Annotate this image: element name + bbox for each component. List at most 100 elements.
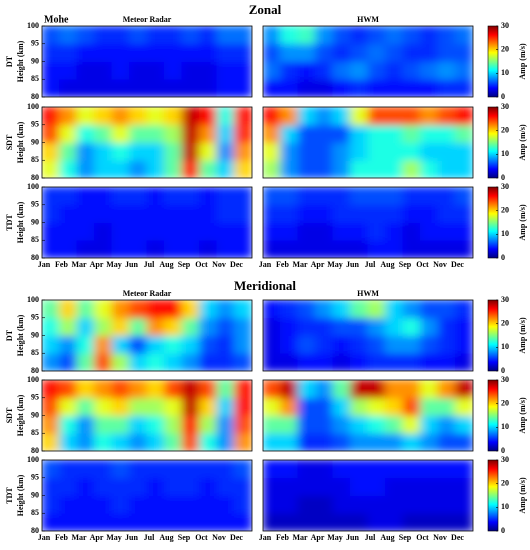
heat-cell xyxy=(181,61,200,80)
heat-cell xyxy=(367,61,386,80)
heat-cell xyxy=(420,61,439,80)
heat-cell xyxy=(216,352,235,371)
heat-cell xyxy=(181,222,200,241)
heat-cell xyxy=(234,61,252,80)
heat-cell xyxy=(129,78,148,97)
heat-cell xyxy=(332,43,351,62)
heat-cell xyxy=(455,239,473,258)
heat-cell xyxy=(76,495,95,514)
x-tick-label: Dec xyxy=(230,533,243,542)
colorbar-tick-label: 30 xyxy=(501,102,509,111)
heat-cell xyxy=(129,187,148,206)
x-tick-label: May xyxy=(327,260,343,269)
heat-cell xyxy=(216,397,235,416)
heat-cell xyxy=(420,239,439,258)
heat-cell xyxy=(420,380,439,399)
heat-cell xyxy=(216,159,235,178)
heatmap-cells xyxy=(263,300,473,371)
heat-cell xyxy=(59,124,78,143)
heat-cell xyxy=(280,204,299,223)
x-tick-label: Apr xyxy=(311,533,325,542)
heat-cell xyxy=(164,495,183,514)
row-label: TDT xyxy=(5,214,14,231)
heat-cell xyxy=(315,142,334,161)
heat-cell xyxy=(234,300,252,319)
heat-cell xyxy=(94,352,113,371)
heat-cell xyxy=(315,239,334,258)
heat-cell xyxy=(420,397,439,416)
heat-cell xyxy=(385,78,404,97)
heat-cell xyxy=(332,239,351,258)
heat-cell xyxy=(437,317,456,336)
heat-cell xyxy=(146,222,165,241)
heat-cell xyxy=(199,222,218,241)
y-tick-label: 80 xyxy=(31,173,39,182)
heat-cell xyxy=(297,352,316,371)
row-label: SDT xyxy=(5,407,14,423)
heat-cell xyxy=(402,300,421,319)
heat-cell xyxy=(59,380,78,399)
heat-cell xyxy=(216,460,235,479)
heat-cell xyxy=(199,380,218,399)
heat-cell xyxy=(263,512,281,531)
y-tick-label: 90 xyxy=(31,137,39,146)
heat-cell xyxy=(297,78,316,97)
heat-cell xyxy=(455,124,473,143)
colorbar xyxy=(487,25,499,98)
x-tick-label: Mar xyxy=(71,260,87,269)
heat-cell xyxy=(111,380,130,399)
colorbar-tick-label: 30 xyxy=(501,375,509,384)
colorbar-tick-label: 20 xyxy=(501,478,509,487)
heat-cell xyxy=(455,222,473,241)
heat-cell xyxy=(111,239,130,258)
heat-cell xyxy=(350,380,369,399)
row-label: DT xyxy=(5,55,14,67)
heat-cell xyxy=(199,352,218,371)
heat-cell xyxy=(146,317,165,336)
heat-cell xyxy=(350,300,369,319)
heat-cell xyxy=(437,477,456,496)
x-tick-label: Aug xyxy=(159,533,173,542)
heat-cell xyxy=(420,415,439,434)
colorbar-tick-label: 0 xyxy=(501,92,505,101)
heat-cell xyxy=(332,380,351,399)
heat-cell xyxy=(367,43,386,62)
colorbar xyxy=(487,186,499,259)
colorbar-tick-label: 20 xyxy=(501,205,509,214)
heat-cell xyxy=(455,187,473,206)
heat-cell xyxy=(385,124,404,143)
heat-cell xyxy=(42,222,60,241)
heat-cell xyxy=(129,26,148,45)
heat-cell xyxy=(234,380,252,399)
heat-cell xyxy=(146,495,165,514)
heat-cell xyxy=(199,432,218,451)
heat-cell xyxy=(146,124,165,143)
x-tick-label: Oct xyxy=(195,260,208,269)
heat-cell xyxy=(315,432,334,451)
heat-cell xyxy=(164,222,183,241)
heat-cell xyxy=(129,335,148,354)
y-tick-label: 85 xyxy=(31,428,39,437)
heat-cell xyxy=(111,187,130,206)
heat-cell xyxy=(297,159,316,178)
heat-cell xyxy=(402,159,421,178)
heatmap xyxy=(263,187,473,258)
heat-cell xyxy=(42,78,60,97)
heat-cell xyxy=(181,415,200,434)
heat-cell xyxy=(332,26,351,45)
heat-cell xyxy=(385,159,404,178)
heat-cell xyxy=(234,335,252,354)
y-tick-label: 100 xyxy=(27,455,39,464)
heat-cell xyxy=(350,239,369,258)
heat-cell xyxy=(350,222,369,241)
heat-cell xyxy=(129,107,148,126)
heat-cell xyxy=(181,300,200,319)
heat-cell xyxy=(111,78,130,97)
y-axis-label: Height (km) xyxy=(16,394,25,436)
heat-cell xyxy=(263,317,281,336)
heat-cell xyxy=(76,239,95,258)
heat-cell xyxy=(94,460,113,479)
heat-cell xyxy=(199,335,218,354)
colorbar-label: Amp (m/s) xyxy=(518,397,527,434)
heat-cell xyxy=(59,335,78,354)
